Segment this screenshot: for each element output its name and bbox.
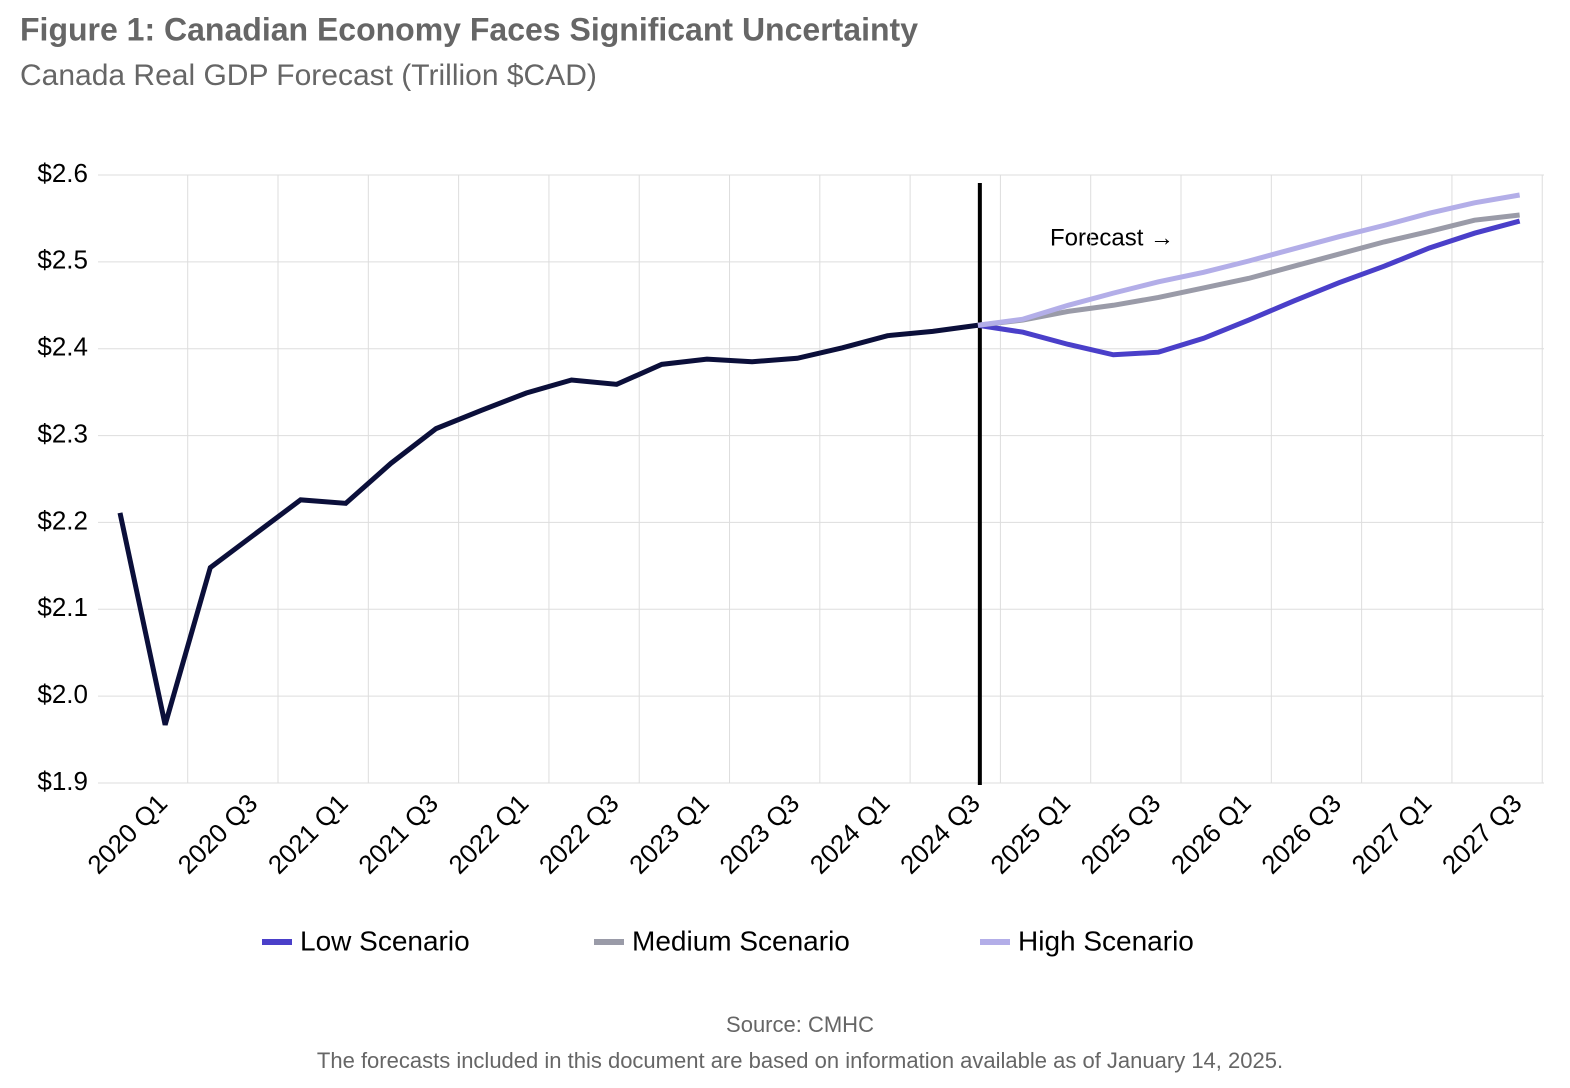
x-tick-label: 2022 Q3 [533,788,625,880]
series-line [977,192,1521,328]
x-tick-label: 2026 Q1 [1165,788,1257,880]
x-tick-label: 2027 Q3 [1436,788,1528,880]
y-tick-label: $1.9 [37,766,88,796]
source: Source: CMHC [726,1012,874,1037]
x-tick-label: 2025 Q3 [1075,788,1167,880]
x-tick-label: 2020 Q1 [81,788,173,880]
chart-title: Figure 1: Canadian Economy Faces Signifi… [20,11,918,47]
y-tick-label: $2.0 [37,679,88,709]
x-tick-label: 2024 Q3 [894,788,986,880]
chart-subtitle: Canada Real GDP Forecast (Trillion $CAD) [20,59,597,92]
x-tick-label: 2026 Q3 [1255,788,1347,880]
note: The forecasts included in this document … [317,1048,1283,1073]
series-line [977,212,1520,328]
x-tick-label: 2021 Q3 [352,788,444,880]
y-tick-label: $2.1 [37,592,88,622]
x-tick-label: 2025 Q1 [984,788,1076,880]
x-tick-label: 2027 Q1 [1346,788,1438,880]
x-tick-label: 2023 Q1 [623,788,715,880]
y-tick-label: $2.6 [37,158,88,188]
x-tick-label: 2020 Q3 [172,788,264,880]
annotation: Forecast → [1050,224,1174,251]
x-tick-label: 2022 Q1 [443,788,535,880]
series-line [117,322,979,726]
y-tick-label: $2.5 [37,245,88,275]
grid [98,174,1544,784]
y-tick-label: $2.3 [37,418,88,448]
legend-label: High Scenario [1018,925,1194,956]
x-tick-label: 2024 Q1 [804,788,896,880]
legend-label: Low Scenario [300,925,470,956]
x-tick-label: 2021 Q1 [262,788,354,880]
y-tick-label: $2.2 [37,505,88,535]
x-tick-label: 2023 Q3 [713,788,805,880]
y-tick-label: $2.4 [37,332,88,362]
legend-label: Medium Scenario [632,925,850,956]
series-line [977,218,1521,358]
